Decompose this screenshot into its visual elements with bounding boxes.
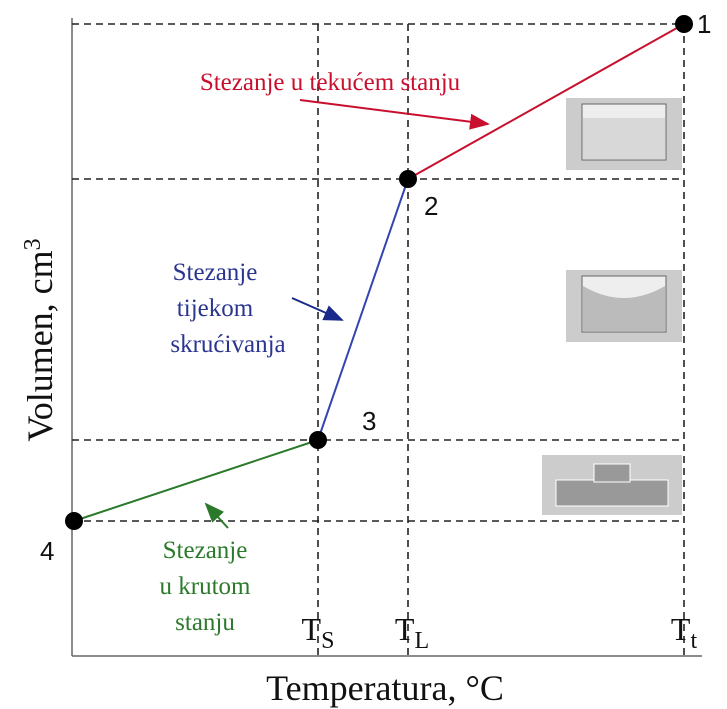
annotation-line: Stezanje [173,259,258,286]
annotation-line: u krutom [160,573,252,600]
annotation: Stezanje u krutom stanju [160,537,252,636]
x-mark-main: T [671,611,691,647]
point-label: 4 [40,536,54,566]
y-axis-label: Volumen, cm3 [20,238,60,441]
mold-icons [542,98,682,515]
point-label: 3 [362,406,376,436]
y-axis-label-text: Volumen, cm [20,250,60,441]
x-axis-label: Temperatura, °C [266,668,504,708]
annotation-line: skrućivanja [170,331,285,358]
liquid-line [407,23,685,180]
x-mark-main: T [395,611,415,647]
solidification-line [317,178,409,441]
x-mark-main: T [302,611,322,647]
annotation-line: tijekom [177,295,254,322]
guide-lines [72,23,685,656]
annotation-line: Stezanje [163,537,248,564]
arrow [299,99,490,130]
annotation: Stezanje tijekom skrućivanja [170,259,285,358]
point-label: 2 [424,191,438,221]
point-label: 1 [697,9,711,39]
x-mark-sub: t [690,628,697,654]
arrow [204,502,229,529]
arrow [291,297,344,321]
points [65,15,693,530]
x-mark: TS [302,611,335,654]
x-mark-sub: S [321,628,334,654]
x-mark: TL [395,611,429,654]
x-mark-sub: L [414,628,429,654]
y-axis-label-sup: 3 [20,238,46,250]
x-mark: Tt [671,611,698,654]
annotation: Stezanje u tekućem stanju [200,69,461,96]
annotation-line: stanju [175,609,235,636]
solid-line [73,439,319,522]
